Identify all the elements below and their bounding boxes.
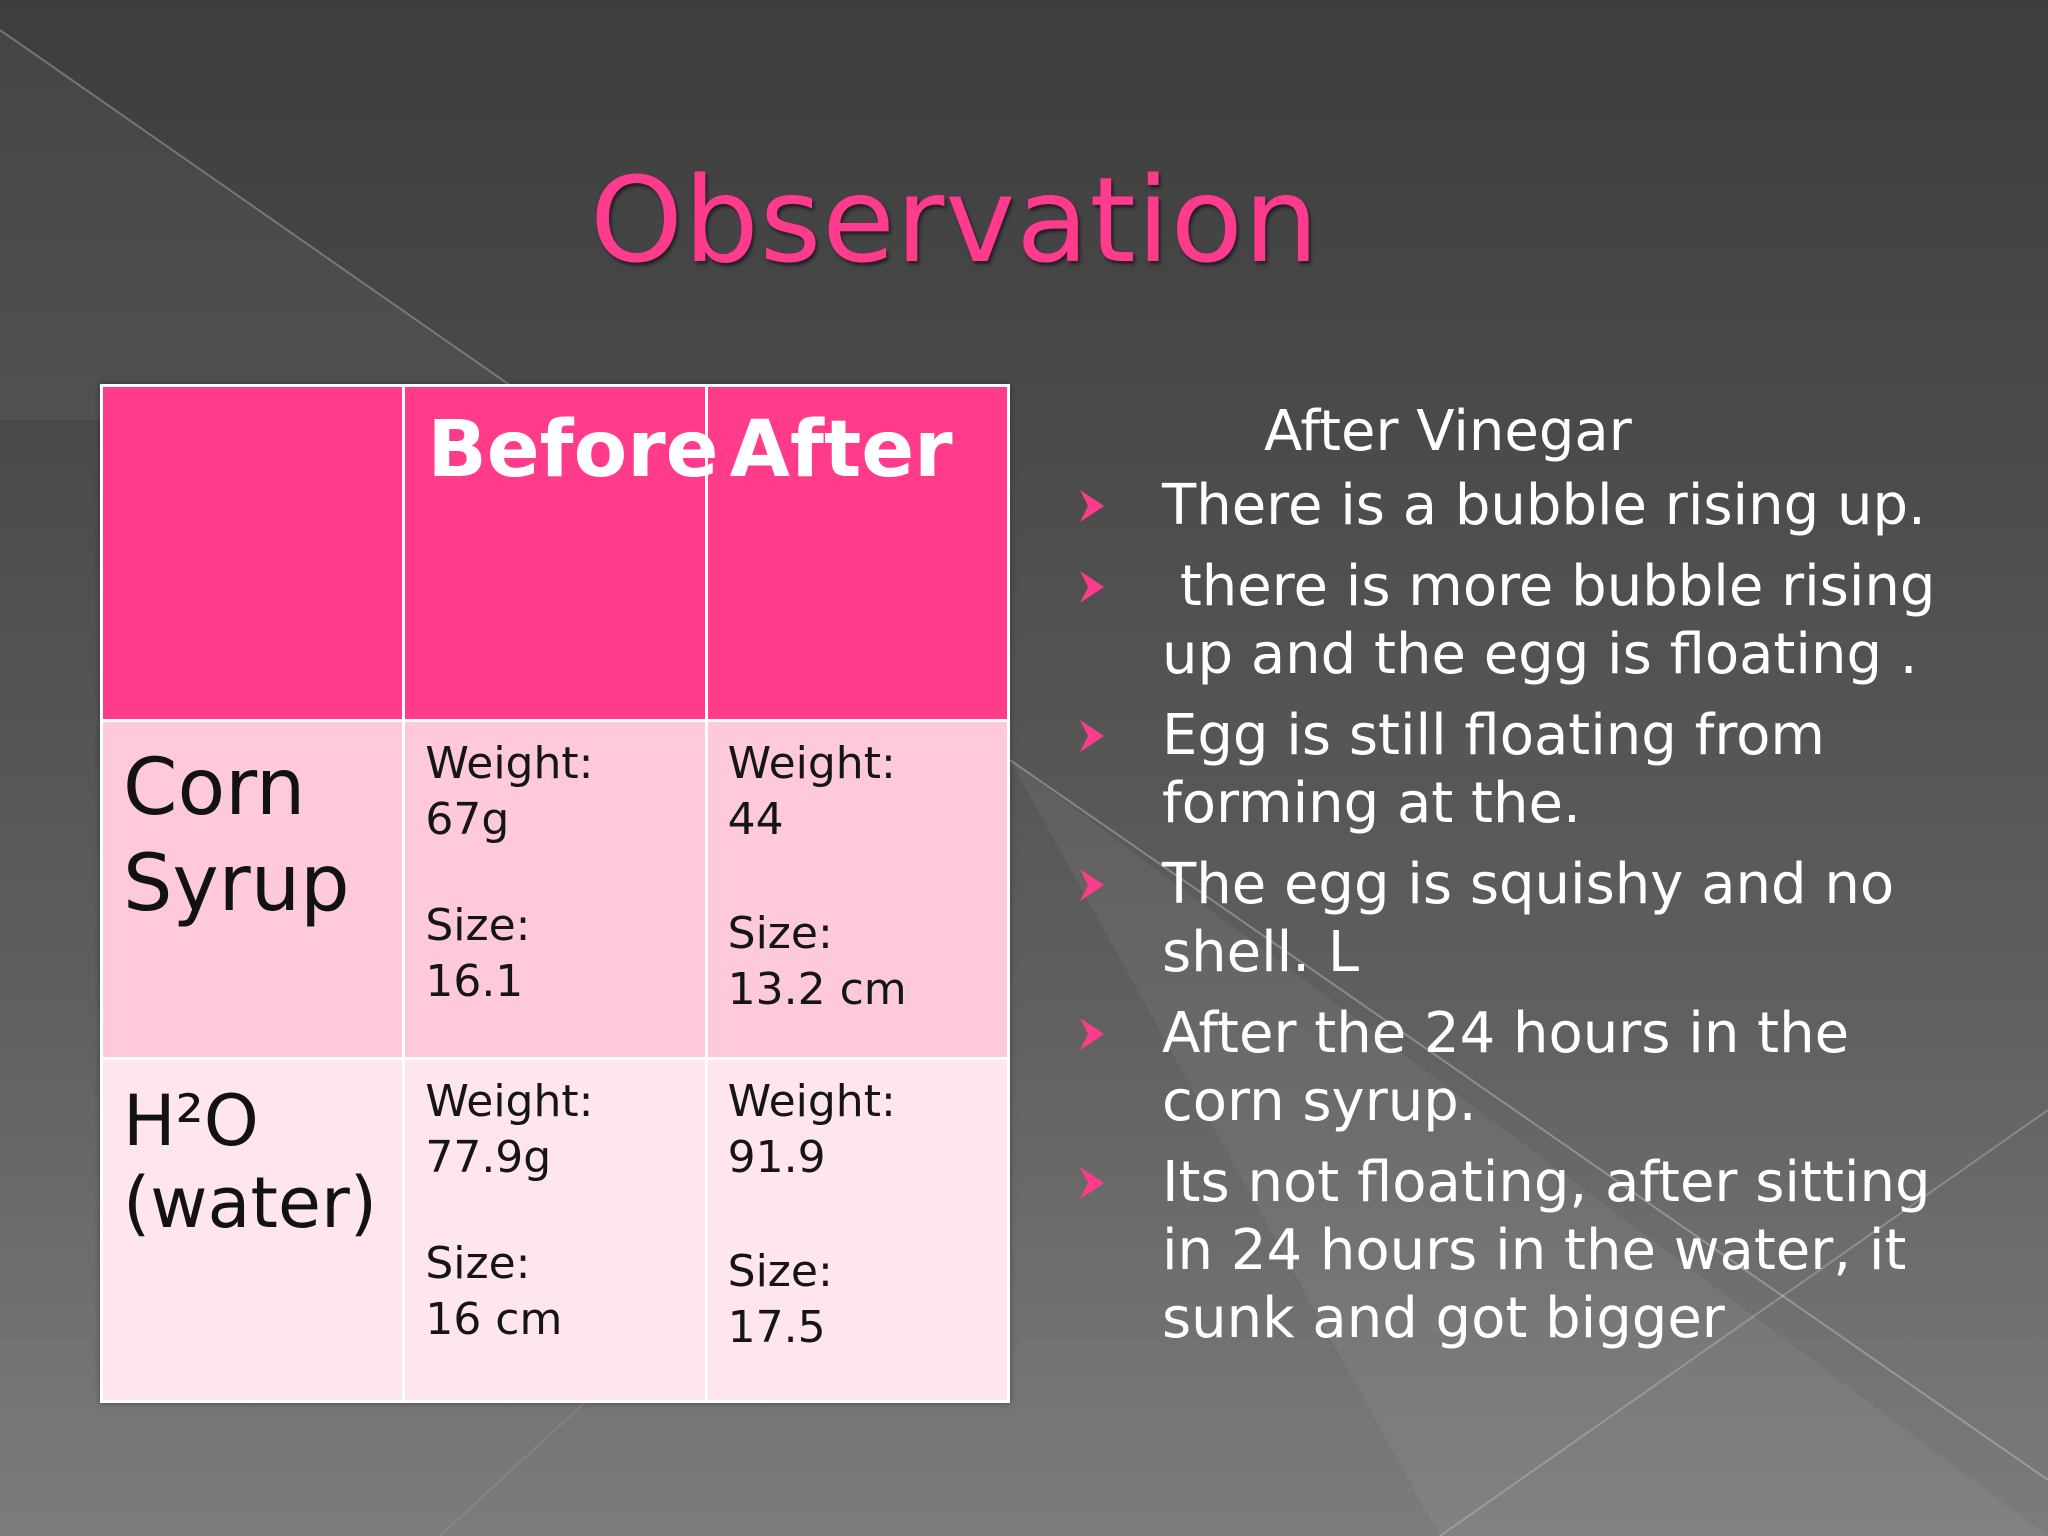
table-row: Corn Syrup Weight: 67g Size: 16.1 Weight…	[99, 719, 1011, 1060]
list-item-text: After the 24 hours in the corn syrup.	[1162, 1001, 1850, 1134]
size-value: 16 cm	[425, 1294, 563, 1345]
weight-value: 91.9	[727, 1132, 826, 1183]
weight-value: 44	[727, 794, 784, 845]
row-label-corn-syrup: Corn Syrup	[99, 719, 406, 1060]
list-item-text: The egg is squishy and no shell. L	[1162, 852, 1895, 985]
size-label: Size:	[425, 900, 531, 951]
cell-corn-syrup-after: Weight: 44 Size: 13.2 cm	[704, 719, 1011, 1060]
list-item-text: Egg is still floating from forming at th…	[1162, 703, 1825, 836]
arrowhead-bullet-icon	[1080, 490, 1104, 522]
header-cell-before: Before	[402, 384, 719, 722]
table-header-row: Before After	[99, 384, 1011, 722]
list-item: Egg is still floating from forming at th…	[1070, 702, 1970, 838]
arrowhead-bullet-icon	[1080, 720, 1104, 752]
observation-notes: After Vinegar There is a bubble rising u…	[1070, 398, 1970, 1366]
list-item: There is a bubble rising up.	[1070, 472, 1970, 540]
cell-water-before: Weight: 77.9g Size: 16 cm	[402, 1057, 708, 1403]
size-value: 16.1	[425, 956, 524, 1007]
notes-list: There is a bubble rising up. there is mo…	[1070, 472, 1970, 1353]
list-item: The egg is squishy and no shell. L	[1070, 851, 1970, 987]
row-label-water: H²O (water)	[99, 1057, 406, 1403]
weight-value: 77.9g	[425, 1132, 552, 1183]
cell-corn-syrup-before: Weight: 67g Size: 16.1	[402, 719, 708, 1060]
weight-value: 67g	[425, 794, 510, 845]
table-row: H²O (water) Weight: 77.9g Size: 16 cm We…	[99, 1057, 1011, 1403]
arrowhead-bullet-icon	[1080, 869, 1104, 901]
cell-water-after: Weight: 91.9 Size: 17.5	[704, 1057, 1011, 1403]
arrowhead-bullet-icon	[1080, 1018, 1104, 1050]
list-item-text: Its not floating, after sitting in 24 ho…	[1162, 1150, 1931, 1351]
size-value: 13.2 cm	[727, 964, 907, 1015]
weight-label: Weight:	[425, 1076, 594, 1127]
observation-table: Before After Corn Syrup Weight: 67g Size…	[99, 384, 1011, 1403]
header-cell-after: After	[704, 384, 1011, 722]
arrowhead-bullet-icon	[1080, 1167, 1104, 1199]
weight-label: Weight:	[727, 1076, 896, 1127]
size-value: 17.5	[727, 1302, 826, 1353]
size-label: Size:	[727, 908, 833, 959]
size-label: Size:	[425, 1238, 531, 1289]
weight-label: Weight:	[425, 738, 594, 789]
list-item-text: There is a bubble rising up.	[1162, 473, 1926, 538]
list-item: After the 24 hours in the corn syrup.	[1070, 1000, 1970, 1136]
list-item-text: there is more bubble rising up and the e…	[1162, 554, 1954, 687]
arrowhead-bullet-icon	[1080, 571, 1104, 603]
weight-label: Weight:	[727, 738, 896, 789]
list-item: Its not floating, after sitting in 24 ho…	[1070, 1149, 1970, 1353]
header-cell-empty	[99, 384, 406, 722]
notes-heading: After Vinegar	[1264, 399, 1632, 464]
list-item: there is more bubble rising up and the e…	[1070, 553, 1970, 689]
row-label-line: (water)	[123, 1162, 378, 1244]
slide-title: Observation	[590, 151, 1320, 289]
row-label-line: H²O	[123, 1080, 259, 1162]
size-label: Size:	[727, 1246, 833, 1297]
